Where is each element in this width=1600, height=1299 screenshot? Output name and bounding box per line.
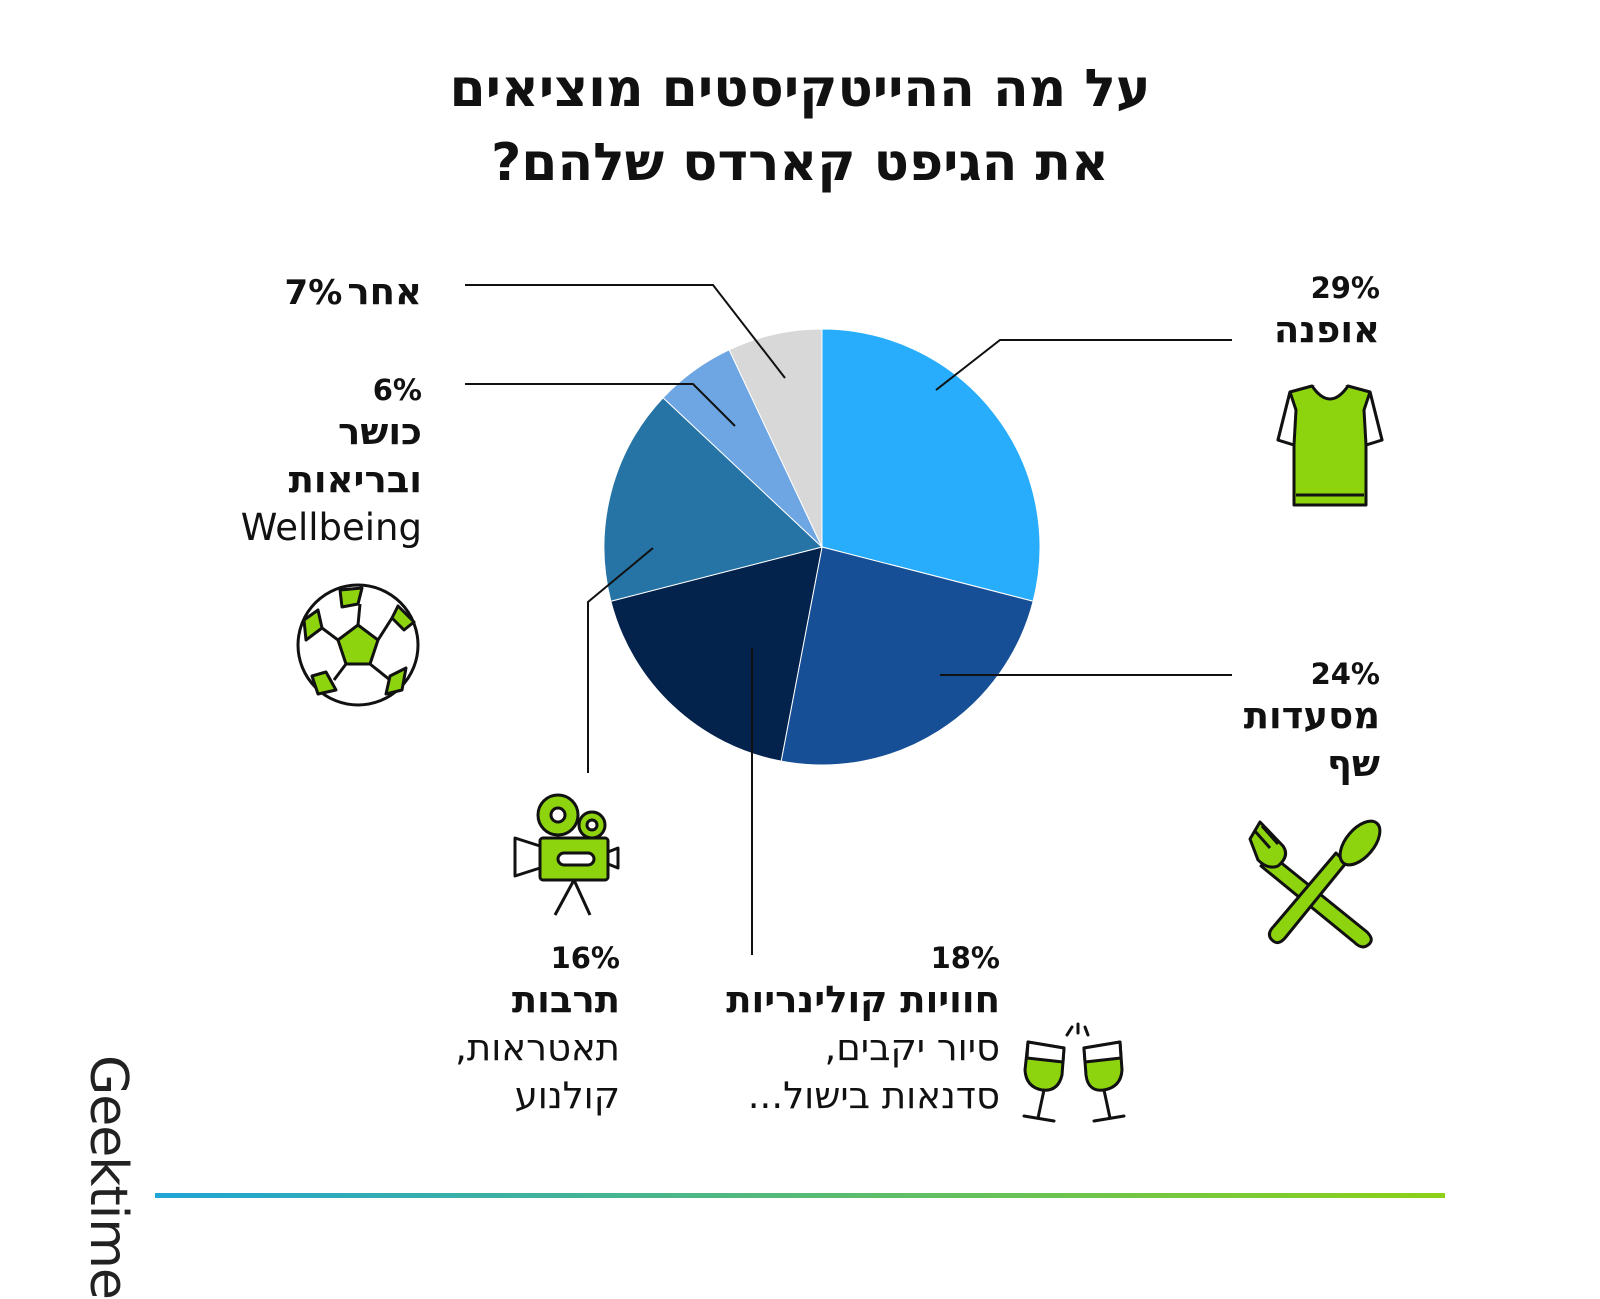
label-wellbeing-name-2: ובריאות: [288, 458, 422, 501]
label-other-percent: 7%: [284, 273, 343, 313]
label-restaurants: 24% מסעדות שף: [1140, 656, 1380, 788]
label-culinary-name: חוויות קולינריות: [726, 978, 1000, 1021]
label-culture-percent: 16%: [550, 941, 620, 975]
label-culture-name: תרבות: [511, 978, 620, 1021]
label-culture-sub-1: תאטראות,: [455, 1026, 620, 1069]
label-restaurants-name-2: שף: [1326, 742, 1380, 785]
label-wellbeing-percent: 6%: [372, 373, 422, 407]
soccer-ball-icon: [296, 583, 420, 707]
film-camera-icon: [513, 793, 620, 916]
label-culture-sub-2: קולנוע: [514, 1074, 620, 1117]
label-fashion-percent: 29%: [1310, 271, 1380, 305]
label-restaurants-name-1: מסעדות: [1243, 694, 1380, 737]
label-other-name: אחר: [347, 270, 422, 313]
label-fashion: 29% אופנה: [1140, 270, 1380, 354]
geektime-logo: Geektime: [78, 1055, 138, 1299]
chart-title: על מה ההייטקיסטים מוציאים את הגיפט קארדס…: [300, 52, 1300, 200]
bottom-gradient-bar: [155, 1193, 1445, 1198]
pie-slice-culture: [603, 397, 824, 602]
pie-slice-fashion: [821, 328, 1041, 602]
leader-line-fashion: [935, 339, 1232, 391]
pie-slice-other: [728, 328, 823, 548]
fork-spoon-icon: [1248, 819, 1382, 949]
label-wellbeing-sub: Wellbeing: [240, 506, 422, 549]
pie-chart: [296, 284, 1384, 1123]
leader-lines: [465, 284, 1232, 955]
wine-glasses-icon: [1022, 1022, 1126, 1123]
label-fashion-name: אופנה: [1273, 308, 1380, 351]
label-culinary-percent: 18%: [930, 941, 1000, 975]
pie-slice-culinary: [610, 546, 823, 762]
title-line-1: על מה ההייטקיסטים מוציאים: [449, 59, 1151, 119]
leader-line-wellbeing: [465, 383, 736, 427]
label-culinary-sub-2: סדנאות בישול...: [747, 1074, 1000, 1117]
label-restaurants-percent: 24%: [1310, 657, 1380, 691]
leader-line-culture: [587, 547, 654, 773]
label-culinary-sub-1: סיור יקבים,: [824, 1026, 1000, 1069]
leader-line-other: [465, 284, 786, 379]
label-culinary: 18% חוויות קולינריות סיור יקבים, סדנאות …: [660, 940, 1000, 1120]
title-line-2: את הגיפט קארדס שלהם?: [491, 133, 1109, 193]
t-shirt-icon: [1276, 384, 1384, 507]
pie-slice-restaurants: [780, 546, 1034, 766]
label-culture: 16% תרבות תאטראות, קולנוע: [400, 940, 620, 1120]
pie-slices: [603, 328, 1041, 766]
label-wellbeing: 6% כושר ובריאות Wellbeing: [200, 372, 422, 552]
label-other: אחר 7%: [200, 268, 422, 316]
label-wellbeing-name-1: כושר: [338, 410, 422, 453]
